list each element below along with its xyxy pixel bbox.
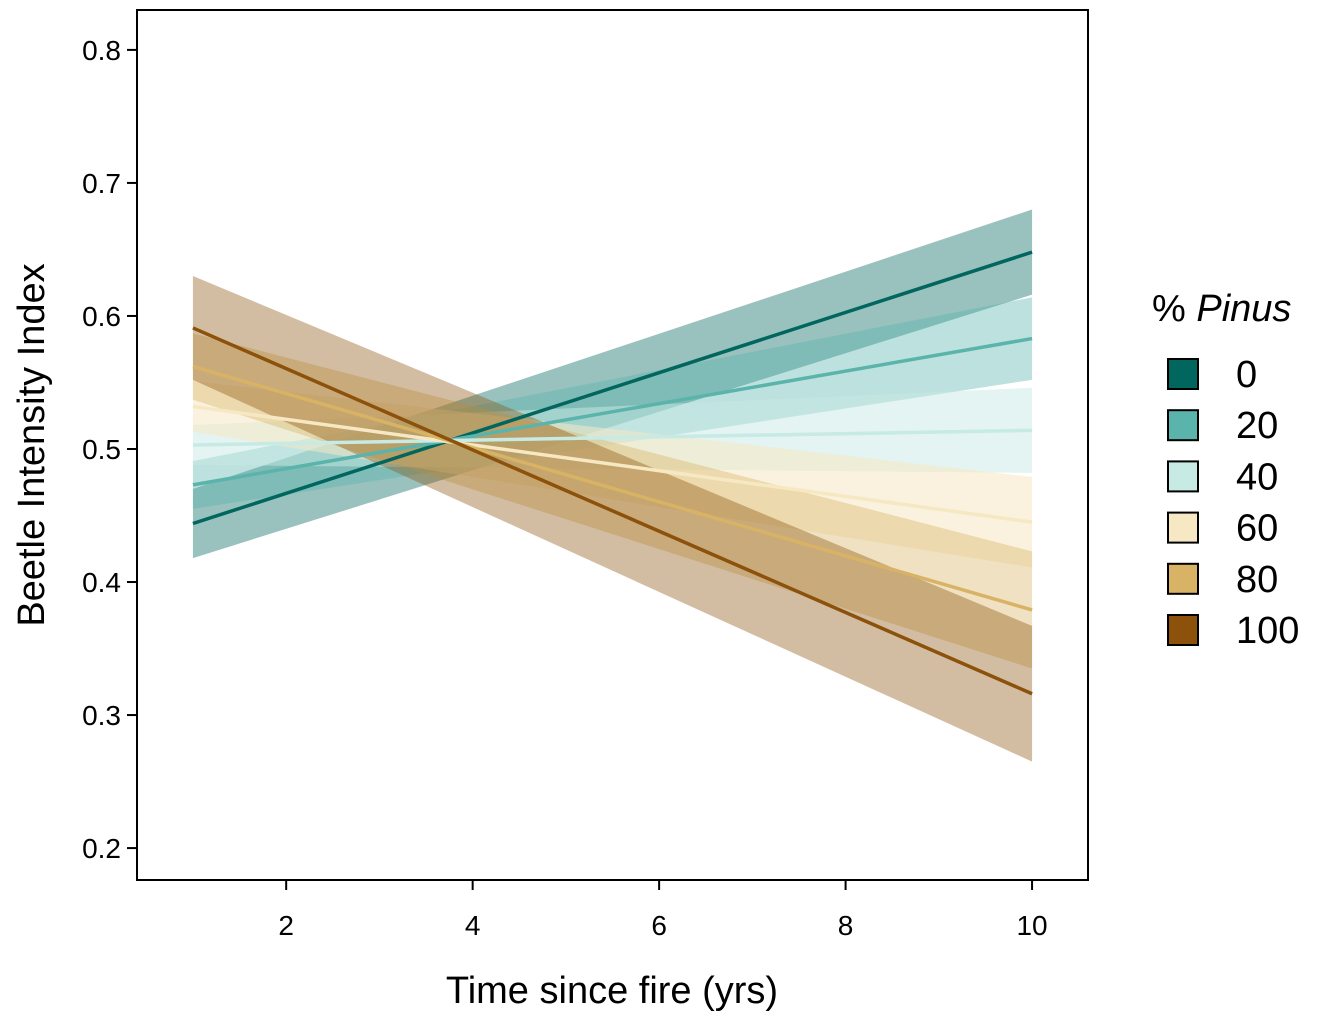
legend-title-italic: Pinus bbox=[1196, 288, 1291, 330]
legend: % Pinus 0 20 40 60 80 100 bbox=[1152, 288, 1299, 652]
y-tick-label: 0.5 bbox=[82, 434, 121, 465]
line-pinus-80 bbox=[192, 364, 1033, 612]
x-tick-label: 2 bbox=[278, 910, 294, 941]
legend-swatch-20 bbox=[1167, 409, 1199, 442]
legend-swatch-0 bbox=[1167, 358, 1199, 390]
legend-swatch-100 bbox=[1167, 614, 1199, 646]
band-pinus-100 bbox=[192, 276, 1033, 762]
legend-label-100: 100 bbox=[1236, 610, 1299, 652]
band-pinus-80 bbox=[192, 333, 1033, 669]
line-pinus-20 bbox=[192, 336, 1033, 487]
confidence-bands bbox=[192, 209, 1033, 762]
y-tick-label: 0.6 bbox=[82, 301, 121, 332]
x-axis-title: Time since fire (yrs) bbox=[446, 970, 778, 1012]
y-tick-label: 0.4 bbox=[82, 567, 121, 598]
x-tick-label: 4 bbox=[465, 910, 481, 941]
legend-items: 0 20 40 60 80 100 bbox=[1167, 354, 1299, 652]
line-pinus-60 bbox=[192, 404, 1033, 524]
y-tick-label: 0.3 bbox=[82, 700, 121, 731]
x-axis: 2 4 6 8 10 bbox=[278, 880, 1048, 941]
x-tick-label: 10 bbox=[1016, 910, 1047, 941]
y-tick-label: 0.7 bbox=[82, 168, 121, 199]
legend-swatch-60 bbox=[1167, 511, 1199, 544]
legend-swatch-80 bbox=[1167, 562, 1199, 595]
legend-title-prefix: % bbox=[1152, 288, 1196, 330]
trend-lines bbox=[192, 250, 1033, 696]
legend-label-40: 40 bbox=[1236, 456, 1278, 498]
plot-frame bbox=[136, 9, 1089, 881]
legend-label-80: 80 bbox=[1236, 559, 1278, 601]
legend-title: % Pinus bbox=[1152, 288, 1291, 330]
legend-swatch-40 bbox=[1167, 460, 1199, 493]
line-pinus-0 bbox=[192, 250, 1033, 526]
legend-label-0: 0 bbox=[1236, 354, 1257, 396]
band-pinus-0 bbox=[192, 209, 1033, 559]
x-tick-label: 6 bbox=[651, 910, 667, 941]
y-axis-title: Beetle Intensity Index bbox=[11, 263, 53, 626]
x-tick-label: 8 bbox=[838, 910, 854, 941]
legend-label-60: 60 bbox=[1236, 508, 1278, 550]
y-axis: 0.2 0.3 0.4 0.5 0.6 0.7 0.8 bbox=[82, 35, 137, 864]
y-tick-label: 0.8 bbox=[82, 35, 121, 66]
legend-label-20: 20 bbox=[1236, 405, 1278, 447]
line-pinus-40 bbox=[192, 428, 1033, 447]
y-tick-label: 0.2 bbox=[82, 833, 121, 864]
line-pinus-100 bbox=[192, 326, 1033, 696]
